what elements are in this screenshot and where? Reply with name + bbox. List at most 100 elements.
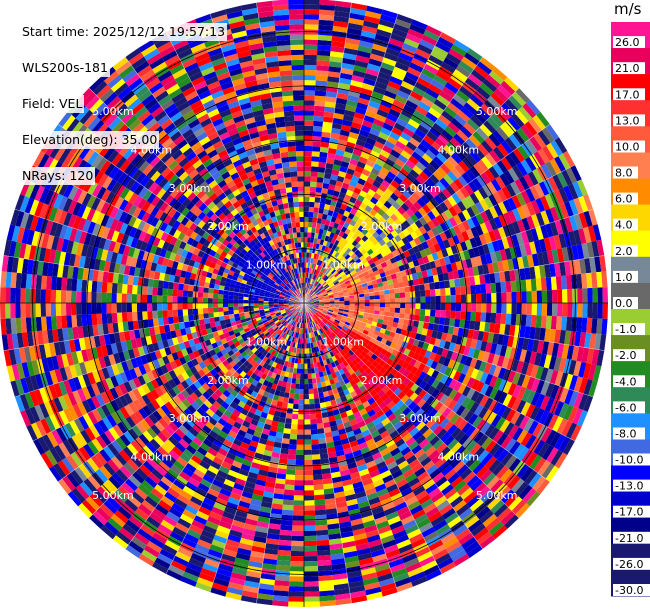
velocity-bin [574,331,582,347]
velocity-bin [330,399,337,406]
velocity-bin [369,95,383,105]
velocity-bin [329,333,335,339]
velocity-bin [331,41,346,48]
velocity-bin [568,199,579,216]
velocity-bin [328,260,334,267]
velocity-bin [479,321,486,332]
velocity-bin [535,212,545,227]
velocity-bin [354,537,369,546]
velocity-bin [428,145,440,157]
velocity-bin [492,191,503,205]
velocity-bin [569,215,579,231]
velocity-bin [327,71,341,78]
velocity-bin [545,315,552,329]
velocity-bin [444,512,459,524]
velocity-bin [318,266,323,272]
velocity-bin [529,454,542,470]
velocity-bin [463,471,476,484]
velocity-bin [419,309,426,316]
velocity-bin [403,557,420,568]
velocity-bin [386,400,396,410]
velocity-bin [546,341,555,356]
velocity-bin [439,32,456,45]
velocity-bin [359,173,369,182]
velocity-bin [363,261,370,268]
velocity-bin [325,277,331,283]
velocity-bin [285,413,293,419]
velocity-bin [577,410,588,427]
velocity-bin [540,395,550,411]
velocity-bin [357,287,364,292]
velocity-bin [326,322,332,327]
velocity-bin [355,139,366,147]
velocity-bin [505,183,517,198]
velocity-bin [321,313,326,317]
velocity-bin [378,104,391,114]
velocity-bin [293,495,304,501]
velocity-bin [524,350,532,364]
velocity-bin [376,520,390,530]
velocity-bin [567,183,579,200]
velocity-bin [434,362,443,372]
velocity-bin [439,90,453,103]
velocity-bin [376,136,387,145]
velocity-bin [410,374,419,384]
velocity-bin [399,287,405,293]
velocity-bin [457,175,468,187]
velocity-bin [369,295,375,300]
velocity-bin [432,122,445,134]
velocity-bin [504,346,513,359]
velocity-bin [312,357,317,364]
velocity-bin [352,528,366,536]
velocity-bin [502,393,513,407]
velocity-bin [384,175,394,185]
velocity-bin [363,519,376,529]
velocity-bin [313,306,319,310]
velocity-bin [396,90,410,100]
velocity-bin [291,545,304,552]
velocity-bin [429,260,437,269]
velocity-bin [304,0,320,5]
velocity-bin [429,468,442,480]
velocity-bin [445,287,451,296]
velocity-bin [400,150,412,160]
velocity-bin [473,162,485,175]
velocity-bin [495,176,506,189]
velocity-bin [382,122,394,132]
velocity-bin [332,388,339,395]
velocity-bin [480,383,490,395]
velocity-bin [390,376,399,385]
velocity-bin [394,312,400,319]
velocity-bin [424,289,431,297]
velocity-bin [365,265,372,271]
velocity-bin [473,111,487,124]
velocity-bin [334,299,340,302]
velocity-bin [500,435,513,449]
velocity-bin [486,116,500,131]
velocity-bin [281,438,290,445]
velocity-bin [296,373,301,379]
velocity-bin [371,506,384,515]
velocity-bin [409,239,417,248]
velocity-bin [307,306,311,311]
velocity-bin [400,464,412,475]
velocity-bin [304,64,317,71]
velocity-bin [310,273,314,279]
velocity-bin [383,397,393,406]
velocity-bin [316,539,330,546]
velocity-bin [568,230,577,247]
velocity-bin [435,524,451,536]
velocity-bin [313,253,318,259]
velocity-bin [316,418,323,424]
velocity-bin [436,152,448,164]
velocity-bin [386,461,398,470]
velocity-bin [304,287,306,293]
velocity-bin [415,188,425,198]
velocity-bin [398,510,413,521]
velocity-bin [394,94,408,105]
velocity-bin [500,140,513,155]
velocity-bin [488,166,500,179]
velocity-bin [454,318,461,328]
velocity-bin [318,156,327,163]
velocity-bin [327,152,336,160]
